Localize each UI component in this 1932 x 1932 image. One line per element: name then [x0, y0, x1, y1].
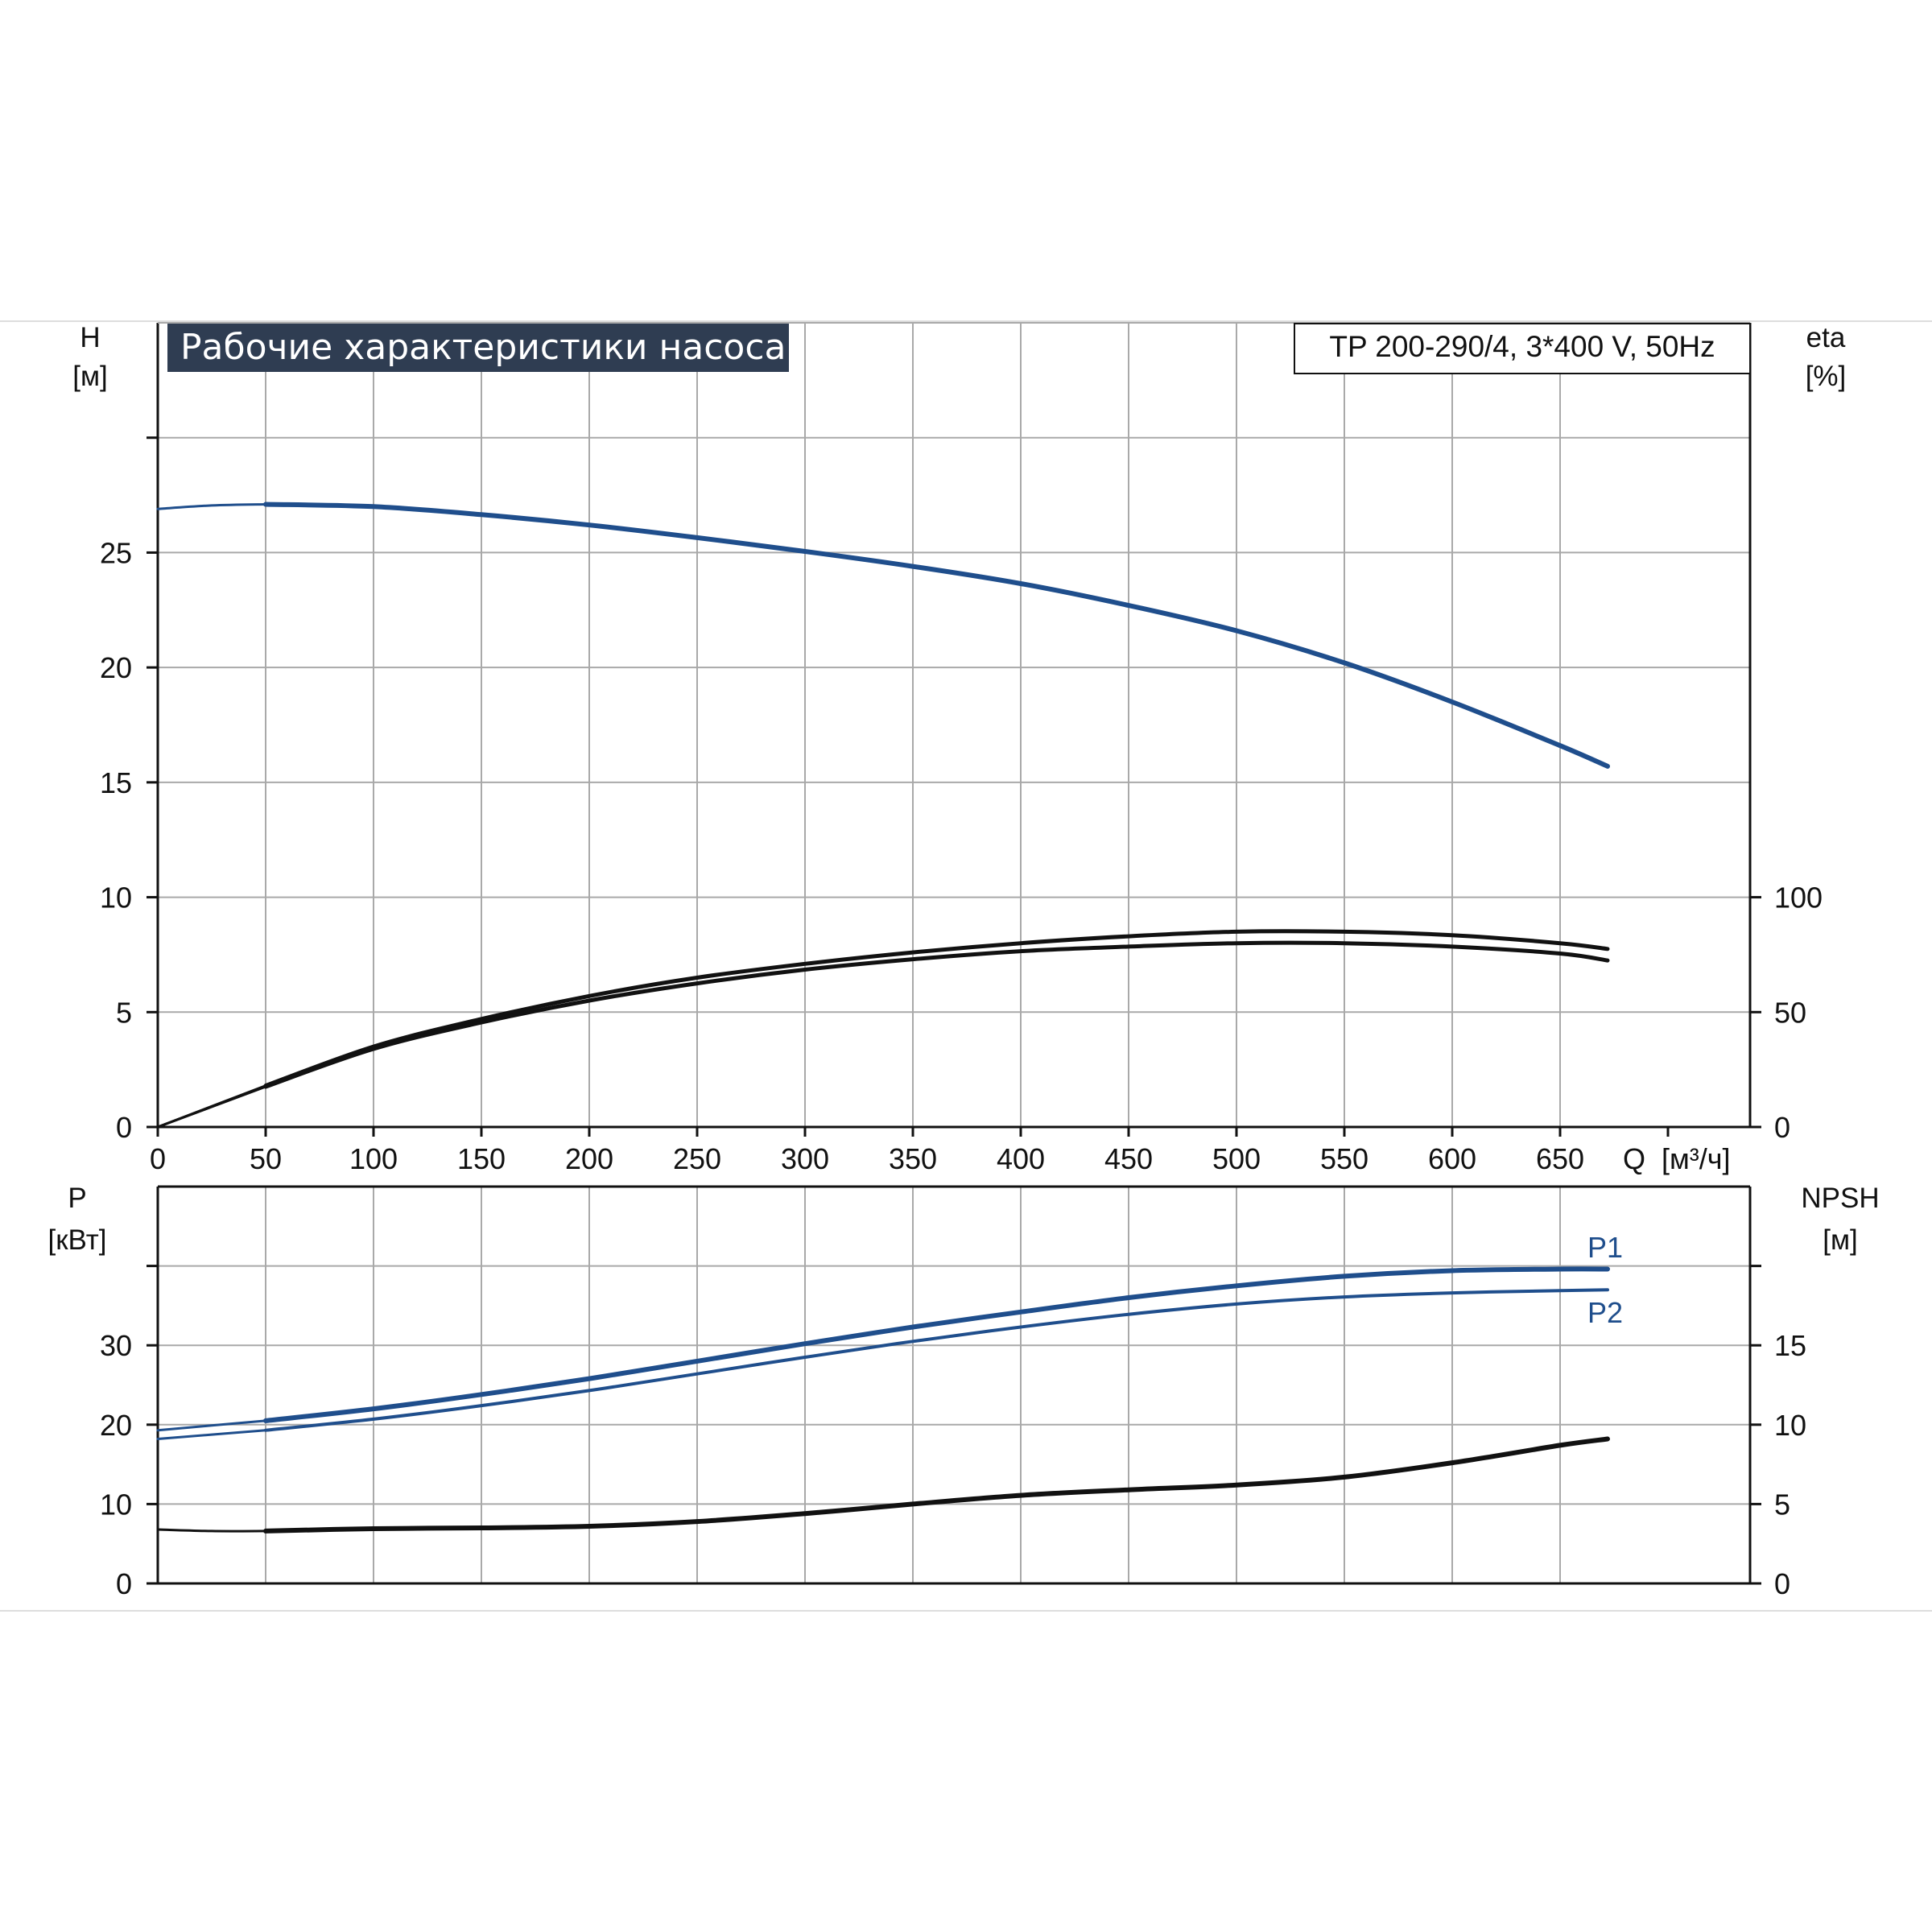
h-tick-label: 0 — [116, 1111, 132, 1144]
x-tick-label: 450 — [1104, 1142, 1153, 1175]
series-h-line — [263, 502, 1610, 769]
upper-x-tick-labels: 0 50 100 150 200 250 300 350 400 450 500 550 600 650 — [150, 1127, 1670, 1175]
x-tick-label: 100 — [349, 1142, 398, 1175]
p-axis-unit: [кВт] — [48, 1224, 107, 1256]
x-tick-label: 500 — [1212, 1142, 1261, 1175]
x-tick-label: 350 — [889, 1142, 937, 1175]
series-p2-line — [264, 1288, 1609, 1432]
npsh-tick-label: 15 — [1774, 1329, 1806, 1362]
lower-plot-frame — [156, 1185, 1752, 1585]
model-label: TP 200-290/4, 3*400 V, 50Hz — [1329, 330, 1715, 363]
x-tick-label: 50 — [250, 1142, 282, 1175]
chart-title: Рабочие характеристики насоса — [180, 327, 786, 368]
upper-grid — [158, 323, 1750, 1127]
x-tick-label: 600 — [1428, 1142, 1476, 1175]
npsh-axis-unit: [м] — [1823, 1224, 1858, 1256]
npsh-tick-label: 0 — [1774, 1567, 1790, 1600]
h-tick-label: 5 — [116, 996, 132, 1029]
series-label-p1: P1 — [1587, 1231, 1623, 1264]
series-eta1-line — [263, 929, 1610, 1088]
npsh-axis-label: NPSH — [1801, 1183, 1879, 1214]
title-box — [167, 324, 789, 372]
npsh-axis-tick-labels: 0 5 10 15 — [1750, 1265, 1806, 1600]
h-tick-label: 15 — [100, 766, 132, 799]
series-p1-line — [263, 1266, 1610, 1423]
h-tick-label: 20 — [100, 651, 132, 684]
x-tick-label: 300 — [781, 1142, 829, 1175]
eta-tick-label: 100 — [1774, 881, 1823, 914]
series-npsh-extension — [156, 1528, 267, 1533]
eta-tick-label: 50 — [1774, 996, 1806, 1029]
eta-axis-label: eta — [1806, 322, 1846, 353]
x-axis-unit: [м³/ч] — [1662, 1142, 1731, 1175]
h-axis-label: H — [80, 322, 100, 353]
p-tick-label: 20 — [100, 1409, 132, 1442]
h-tick-label: 25 — [100, 536, 132, 569]
series-npsh-line — [263, 1436, 1610, 1534]
x-tick-label: 650 — [1536, 1142, 1584, 1175]
model-box — [1294, 323, 1751, 374]
x-tick-label: 550 — [1320, 1142, 1368, 1175]
lower-grid — [158, 1187, 1750, 1583]
h-tick-label: 10 — [100, 881, 132, 914]
h-axis-tick-labels: 0 5 10 15 20 25 — [100, 436, 158, 1144]
x-tick-label: 0 — [150, 1142, 166, 1175]
eta-axis-unit: [%] — [1806, 361, 1847, 392]
x-axis-q: Q — [1623, 1142, 1645, 1175]
p-tick-label: 0 — [116, 1567, 132, 1600]
series-eta2-extension — [156, 1085, 267, 1129]
p-axis-label: P — [68, 1183, 86, 1214]
series-p2-extension — [156, 1429, 267, 1440]
x-tick-label: 250 — [673, 1142, 721, 1175]
eta-tick-label: 0 — [1774, 1111, 1790, 1144]
x-tick-label: 200 — [565, 1142, 613, 1175]
upper-plot-frame — [156, 322, 1752, 1129]
eta-axis-tick-labels: 0 50 100 — [1750, 881, 1823, 1144]
series-h-extension — [156, 503, 267, 510]
x-tick-label: 150 — [457, 1142, 506, 1175]
npsh-tick-label: 10 — [1774, 1409, 1806, 1442]
series-eta2-line — [263, 940, 1610, 1089]
x-axis-label: Q [м³/ч] — [1623, 1142, 1731, 1175]
upper-series — [156, 502, 1610, 1129]
lower-series — [156, 1266, 1610, 1534]
p-axis-tick-labels: 0 10 20 30 — [100, 1265, 158, 1600]
series-p1-extension — [156, 1419, 267, 1432]
x-tick-label: 400 — [997, 1142, 1045, 1175]
p-tick-label: 30 — [100, 1329, 132, 1362]
npsh-tick-label: 5 — [1774, 1488, 1790, 1521]
h-axis-unit: [м] — [72, 361, 108, 392]
p-tick-label: 10 — [100, 1488, 132, 1521]
series-label-p2: P2 — [1587, 1296, 1623, 1329]
